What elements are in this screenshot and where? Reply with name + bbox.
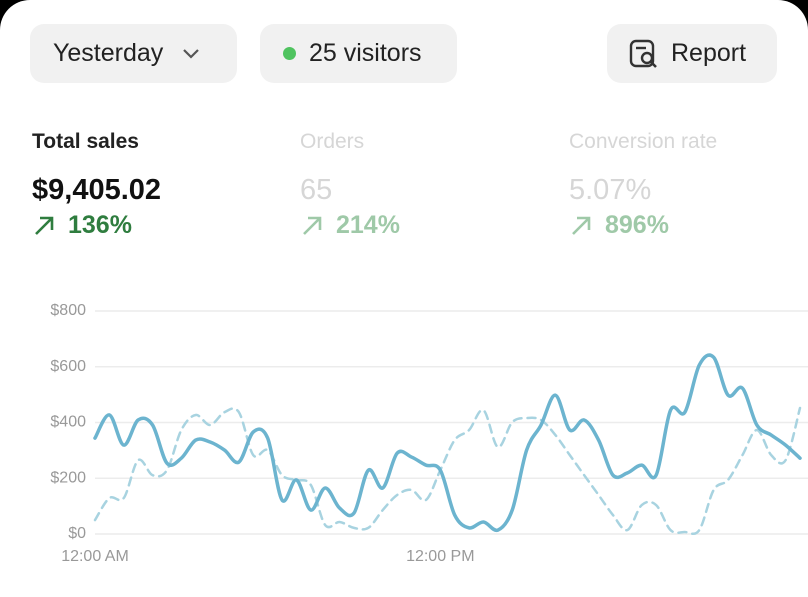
y-tick-label: $400 — [50, 414, 86, 431]
period-button[interactable]: Yesterday — [30, 24, 237, 83]
metric-change: 136% — [32, 211, 161, 240]
report: Report — [671, 39, 747, 67]
metric-label: Orders — [300, 130, 365, 153]
visitors-button[interactable]: 25 visitors — [260, 24, 457, 83]
change: 896% — [605, 211, 669, 239]
y-tick-label: $800 — [50, 302, 86, 319]
change: 136% — [68, 211, 132, 239]
report-button[interactable]: Report — [607, 24, 777, 83]
report-icon — [629, 39, 657, 68]
metric-change: 214% — [300, 211, 400, 240]
metric[interactable]: Orders 65 214% — [300, 130, 400, 240]
chart: $0 $200 $400 $600 $800 12:00 AM 12:00 PM — [50, 302, 808, 565]
metric-value: $9,405.02 — [32, 174, 162, 206]
metric-label: Total sales — [32, 130, 139, 153]
visitors: 25 visitors — [309, 39, 422, 67]
up-arrow — [572, 216, 591, 235]
metric-value: 65 — [300, 174, 333, 206]
period: Yesterday — [53, 39, 164, 67]
y-tick-label: $200 — [50, 469, 86, 486]
line-series — [93, 406, 802, 536]
metric-change: 896% — [569, 211, 717, 240]
x-tick-label: 12:00 PM — [406, 548, 474, 565]
y-tick-label: $600 — [50, 358, 86, 375]
line-series — [93, 353, 802, 533]
up-arrow — [303, 216, 322, 235]
metric-label: Conversion rate — [569, 130, 718, 153]
x-tick-label: 12:00 AM — [61, 548, 129, 565]
y-tick-label: $0 — [68, 525, 86, 542]
metric[interactable]: Total sales $9,405.02 136% — [32, 130, 161, 240]
change: 214% — [336, 211, 400, 239]
up-arrow — [35, 216, 54, 235]
live-dot — [283, 47, 296, 60]
metric[interactable]: Conversion rate 5.07% 896% — [569, 130, 717, 240]
metric-value: 5.07% — [569, 174, 652, 206]
chevron — [183, 48, 200, 59]
